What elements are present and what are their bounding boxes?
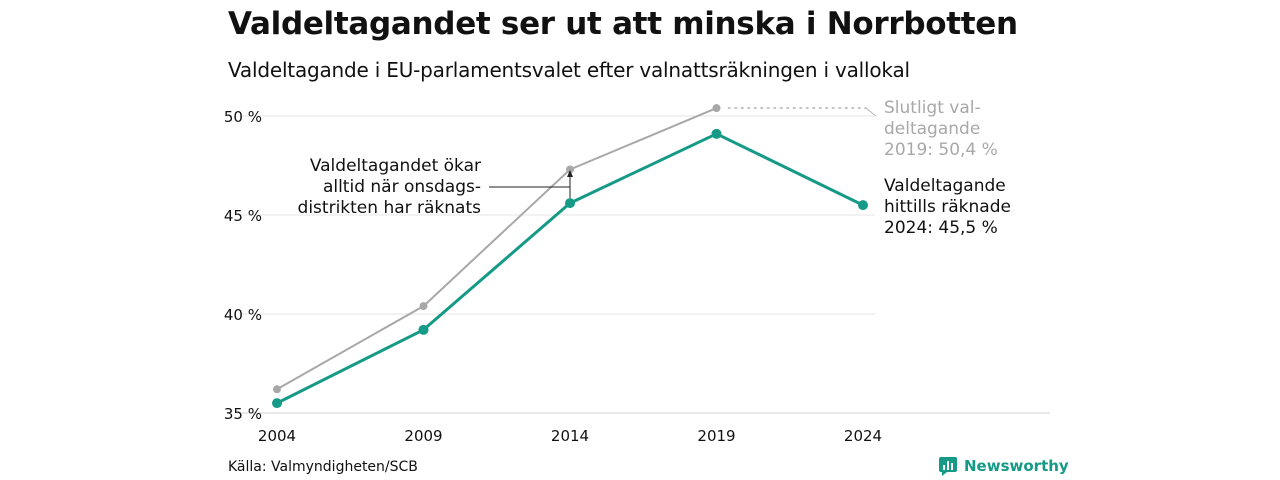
data-point-final — [566, 165, 574, 174]
annotation-arrow — [489, 186, 571, 198]
data-point-counted — [272, 398, 282, 409]
series-line-final — [276, 107, 717, 391]
data-point-final — [419, 302, 428, 311]
annotation-arrowhead — [567, 170, 573, 177]
y-tick-label: 50 % — [224, 108, 262, 126]
annotation-final-turnout: deltagande — [884, 119, 980, 139]
y-tick-label: 45 % — [224, 207, 262, 225]
y-tick-label: 40 % — [224, 306, 262, 324]
data-point-counted — [858, 200, 868, 211]
annotation-final-turnout: Slutligt val- — [884, 98, 981, 118]
y-axis: 35 % 40 % 45 % 50 % — [224, 108, 262, 423]
annotation-note: distrikten har räknats — [298, 198, 482, 218]
x-tick-label: 2014 — [551, 427, 589, 445]
newsworthy-logo-icon — [939, 457, 957, 476]
chart-subtitle: Valdeltagande i EU-parlamentsvalet efter… — [228, 58, 910, 82]
data-point-counted — [418, 324, 429, 335]
data-point-counted — [711, 128, 722, 139]
brand-name: Newsworthy — [964, 457, 1069, 475]
source-note: Källa: Valmyndigheten/SCB — [228, 459, 418, 475]
leader-line — [865, 107, 877, 117]
x-axis: 2004 2009 2014 2019 2024 — [258, 427, 882, 445]
annotation-counted-turnout: Valdeltagande — [884, 176, 1006, 196]
series-lines — [272, 104, 868, 409]
annotation-note: alltid när onsdags- — [323, 177, 481, 197]
annotation-note: Valdeltagandet ökar — [310, 156, 481, 176]
data-point-final — [712, 104, 721, 113]
x-tick-label: 2009 — [404, 427, 442, 445]
brand-logo: Newsworthy — [938, 456, 1069, 476]
x-tick-label: 2004 — [258, 427, 296, 445]
data-point-counted — [565, 198, 575, 209]
annotation-counted-turnout: hittills räknade — [884, 197, 1011, 217]
x-tick-label: 2024 — [844, 427, 882, 445]
data-point-final — [273, 385, 281, 394]
annotation-final-turnout: 2019: 50,4 % — [884, 140, 998, 160]
y-tick-label: 35 % — [224, 405, 262, 423]
annotation-counted-turnout: 2024: 45,5 % — [884, 218, 998, 238]
x-tick-label: 2019 — [697, 427, 735, 445]
chart-title: Valdeltagandet ser ut att minska i Norrb… — [228, 6, 1018, 42]
